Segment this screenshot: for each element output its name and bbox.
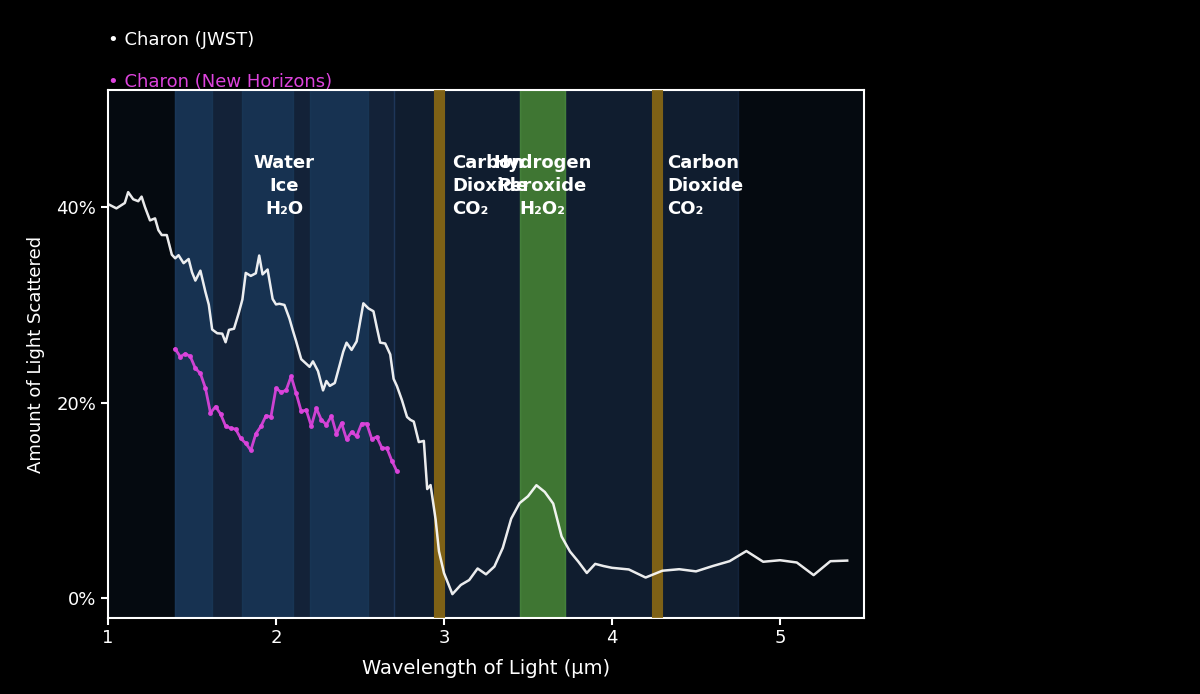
Bar	[175, 90, 394, 618]
Text: Carbon
Dioxide
CO₂: Carbon Dioxide CO₂	[452, 153, 528, 217]
Text: • Charon (JWST): • Charon (JWST)	[108, 31, 254, 49]
Bar	[394, 90, 520, 618]
Text: Carbon
Dioxide
CO₂: Carbon Dioxide CO₂	[667, 153, 744, 217]
Bar	[310, 90, 368, 618]
Text: Hydrogen
Peroxide
H₂O₂: Hydrogen Peroxide H₂O₂	[493, 153, 592, 217]
Bar	[175, 90, 212, 618]
Text: • Charon (New Horizons): • Charon (New Horizons)	[108, 73, 332, 91]
Bar	[242, 90, 293, 618]
Bar	[520, 90, 565, 618]
Bar	[565, 90, 738, 618]
X-axis label: Wavelength of Light (μm): Wavelength of Light (μm)	[362, 659, 610, 677]
Text: Water
Ice
H₂O: Water Ice H₂O	[254, 153, 314, 217]
Y-axis label: Amount of Light Scattered: Amount of Light Scattered	[28, 235, 46, 473]
